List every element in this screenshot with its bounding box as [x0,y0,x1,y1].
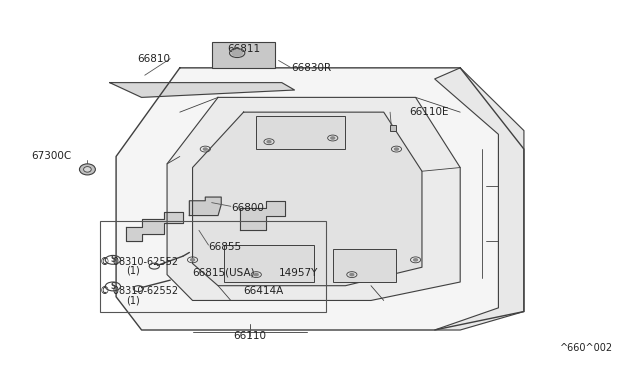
Circle shape [350,273,354,276]
Ellipse shape [84,167,92,172]
Text: 67300C: 67300C [31,151,72,161]
Circle shape [394,148,398,150]
Text: S: S [110,255,116,264]
Polygon shape [189,197,221,215]
Circle shape [267,141,271,143]
Text: 66810: 66810 [137,54,170,64]
Circle shape [254,273,258,276]
Text: (1): (1) [125,266,140,276]
Bar [212,42,275,68]
Text: 66414A: 66414A [244,286,284,296]
Circle shape [413,259,417,261]
Ellipse shape [79,164,95,175]
Text: 66110: 66110 [234,331,266,340]
Text: 66815(USA): 66815(USA) [193,268,255,278]
Polygon shape [241,201,285,230]
Polygon shape [167,97,460,301]
Text: 66830R: 66830R [291,63,332,73]
Polygon shape [109,83,294,97]
Circle shape [191,259,195,261]
Text: 66110E: 66110E [409,107,449,117]
Text: ^660^002: ^660^002 [560,343,613,353]
Bar [100,221,326,311]
Bar [333,249,396,282]
Polygon shape [435,68,524,330]
Circle shape [232,50,243,56]
Bar [390,125,396,131]
Text: © 08310-62552: © 08310-62552 [100,286,179,296]
Bar [225,245,314,282]
Text: © 08310-62552: © 08310-62552 [100,257,179,267]
Circle shape [331,137,335,139]
Text: (1): (1) [125,295,140,305]
Polygon shape [125,212,183,241]
Circle shape [204,148,207,150]
Polygon shape [193,112,422,286]
Polygon shape [116,68,524,330]
Text: 66855: 66855 [209,242,242,252]
Bar [256,116,346,149]
Text: 66811: 66811 [227,44,260,54]
Text: 14957Y: 14957Y [278,268,318,278]
Text: S: S [110,282,116,291]
Text: 66800: 66800 [231,203,264,213]
